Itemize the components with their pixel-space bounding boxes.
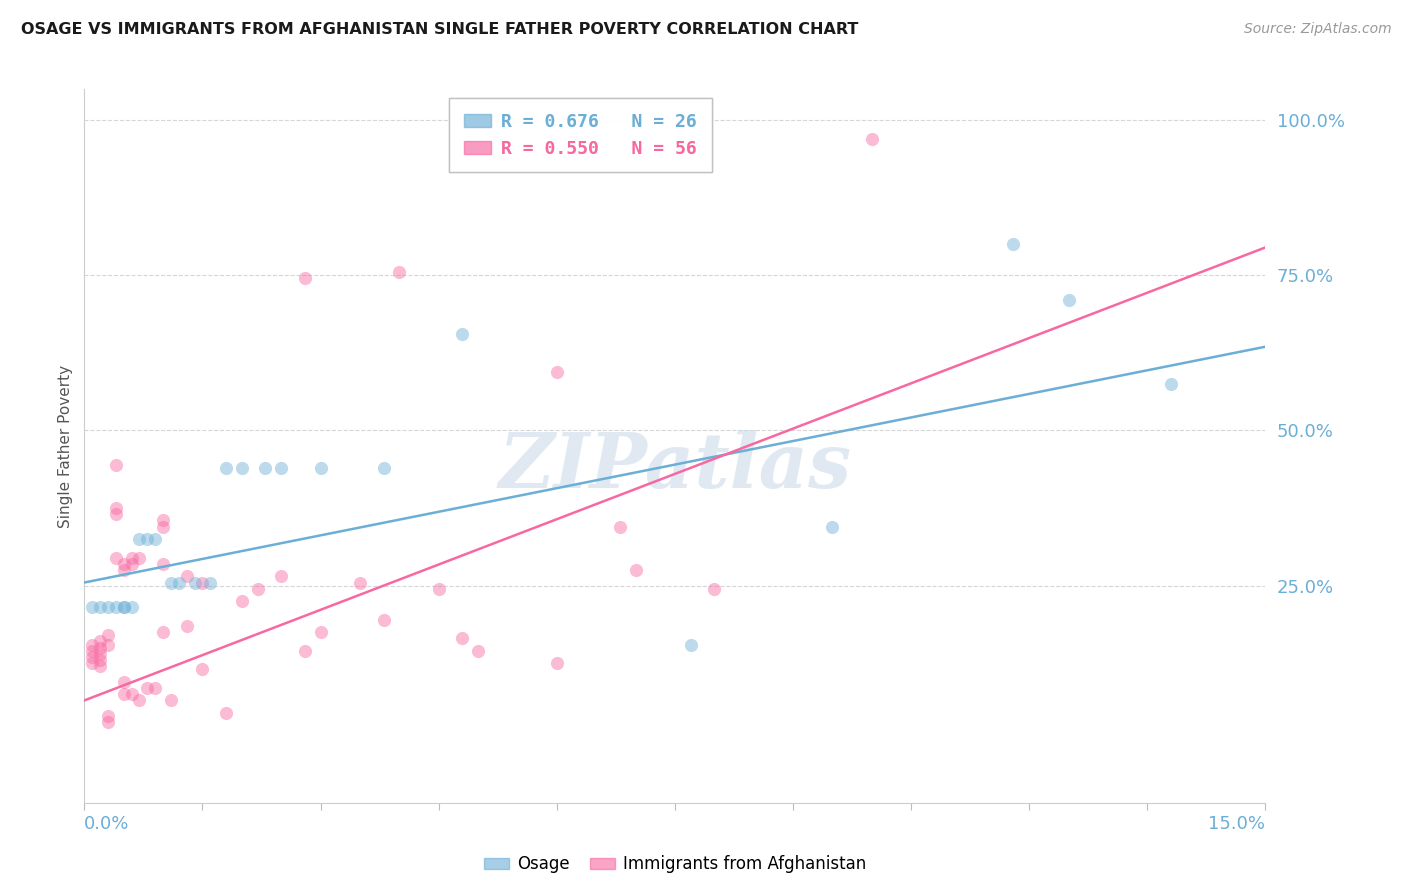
- Point: [215, 706, 238, 720]
- Point: [152, 625, 174, 640]
- Point: [388, 265, 411, 279]
- Point: [82, 638, 104, 652]
- Point: [1160, 376, 1182, 391]
- Point: [97, 628, 120, 642]
- Point: [104, 600, 127, 615]
- Point: [97, 600, 120, 615]
- Point: [546, 656, 568, 670]
- Point: [160, 693, 183, 707]
- Point: [176, 619, 198, 633]
- Point: [136, 681, 159, 695]
- Point: [373, 460, 395, 475]
- Point: [270, 460, 292, 475]
- Point: [104, 501, 127, 516]
- Point: [860, 132, 883, 146]
- Text: ZIPatlas: ZIPatlas: [498, 431, 852, 504]
- Point: [112, 557, 135, 571]
- Text: 0.0%: 0.0%: [84, 815, 129, 833]
- Point: [89, 647, 111, 661]
- Point: [112, 600, 135, 615]
- Point: [546, 365, 568, 379]
- Point: [143, 532, 166, 546]
- Text: 15.0%: 15.0%: [1208, 815, 1265, 833]
- Point: [97, 715, 120, 730]
- Point: [121, 557, 143, 571]
- Point: [112, 563, 135, 577]
- Point: [160, 575, 183, 590]
- Point: [89, 634, 111, 648]
- Point: [167, 575, 190, 590]
- Point: [191, 575, 214, 590]
- Point: [231, 460, 253, 475]
- Point: [821, 519, 844, 533]
- Y-axis label: Single Father Poverty: Single Father Poverty: [58, 365, 73, 527]
- Point: [104, 550, 127, 565]
- Point: [294, 644, 316, 658]
- Point: [1057, 293, 1080, 308]
- Point: [309, 460, 332, 475]
- Text: OSAGE VS IMMIGRANTS FROM AFGHANISTAN SINGLE FATHER POVERTY CORRELATION CHART: OSAGE VS IMMIGRANTS FROM AFGHANISTAN SIN…: [21, 22, 859, 37]
- Point: [104, 458, 127, 472]
- Point: [703, 582, 725, 596]
- Text: Source: ZipAtlas.com: Source: ZipAtlas.com: [1244, 22, 1392, 37]
- Point: [270, 569, 292, 583]
- Point: [191, 662, 214, 676]
- Point: [183, 575, 205, 590]
- Point: [104, 508, 127, 522]
- Point: [467, 644, 489, 658]
- Point: [128, 693, 150, 707]
- Point: [82, 600, 104, 615]
- Point: [254, 460, 277, 475]
- Point: [309, 625, 332, 640]
- Point: [112, 600, 135, 615]
- Point: [246, 582, 269, 596]
- Point: [679, 638, 702, 652]
- Point: [143, 681, 166, 695]
- Point: [427, 582, 450, 596]
- Point: [152, 557, 174, 571]
- Point: [152, 519, 174, 533]
- Point: [82, 650, 104, 665]
- Point: [82, 656, 104, 670]
- Point: [121, 550, 143, 565]
- Point: [1002, 237, 1025, 252]
- Point: [97, 638, 120, 652]
- Point: [231, 594, 253, 608]
- Point: [609, 519, 631, 533]
- Point: [136, 532, 159, 546]
- Point: [89, 659, 111, 673]
- Point: [152, 513, 174, 527]
- Point: [89, 600, 111, 615]
- Point: [624, 563, 647, 577]
- Point: [294, 271, 316, 285]
- Point: [89, 640, 111, 655]
- Point: [373, 613, 395, 627]
- Point: [97, 709, 120, 723]
- Point: [215, 460, 238, 475]
- Point: [89, 653, 111, 667]
- Point: [200, 575, 222, 590]
- Point: [112, 687, 135, 701]
- Point: [349, 575, 371, 590]
- Point: [128, 532, 150, 546]
- Point: [451, 632, 474, 646]
- Point: [112, 674, 135, 689]
- Legend: R = 0.676   N = 26, R = 0.550   N = 56: R = 0.676 N = 26, R = 0.550 N = 56: [449, 98, 711, 172]
- Point: [121, 687, 143, 701]
- Point: [121, 600, 143, 615]
- Point: [176, 569, 198, 583]
- Point: [451, 327, 474, 342]
- Point: [82, 644, 104, 658]
- Point: [128, 550, 150, 565]
